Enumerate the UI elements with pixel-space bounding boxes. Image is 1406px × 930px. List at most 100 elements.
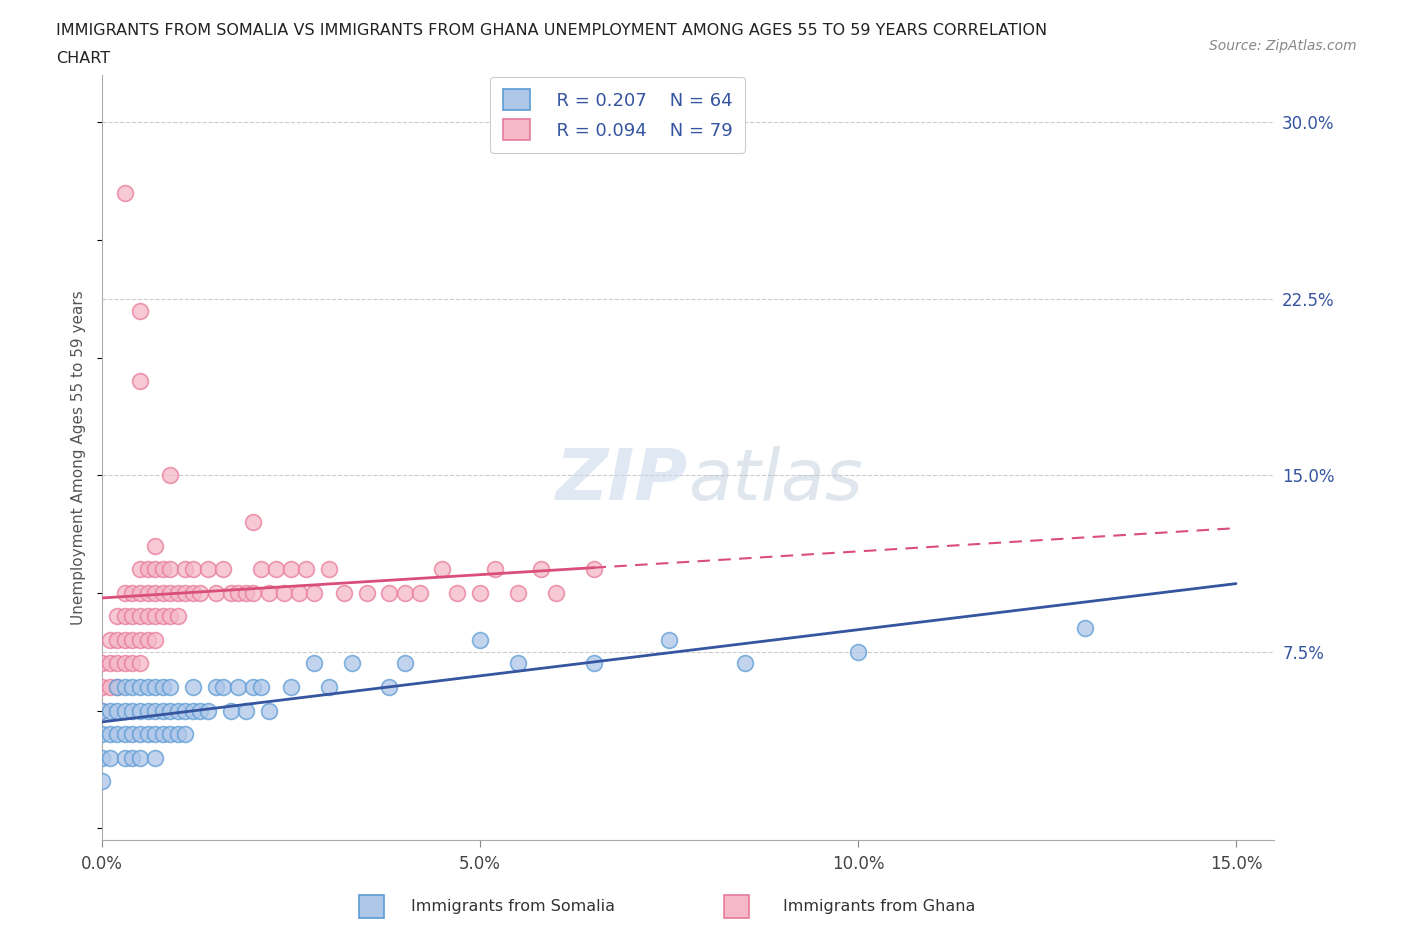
Point bbox=[159, 562, 181, 577]
Point bbox=[264, 562, 287, 577]
Point bbox=[181, 680, 204, 695]
Point bbox=[432, 562, 454, 577]
Point bbox=[378, 680, 401, 695]
Point bbox=[143, 562, 166, 577]
Point bbox=[114, 751, 136, 765]
Point bbox=[105, 609, 128, 624]
Point bbox=[114, 726, 136, 741]
Point bbox=[136, 703, 159, 718]
Point bbox=[98, 751, 121, 765]
Point bbox=[295, 562, 318, 577]
Point bbox=[105, 632, 128, 647]
Point bbox=[91, 703, 114, 718]
Point bbox=[530, 562, 553, 577]
Point bbox=[129, 303, 152, 318]
Point bbox=[204, 680, 226, 695]
Point bbox=[166, 703, 188, 718]
Point bbox=[250, 680, 273, 695]
Point bbox=[129, 680, 152, 695]
Point bbox=[143, 703, 166, 718]
Point bbox=[136, 562, 159, 577]
Point bbox=[143, 726, 166, 741]
Point bbox=[136, 586, 159, 601]
Point bbox=[152, 680, 174, 695]
Point bbox=[98, 680, 121, 695]
Point bbox=[121, 656, 143, 671]
Point bbox=[121, 680, 143, 695]
Point bbox=[658, 632, 681, 647]
Point bbox=[152, 726, 174, 741]
Point bbox=[212, 562, 235, 577]
Point bbox=[174, 703, 197, 718]
Point bbox=[197, 703, 219, 718]
Point bbox=[181, 562, 204, 577]
Point bbox=[136, 726, 159, 741]
Point bbox=[242, 515, 264, 530]
Point bbox=[129, 609, 152, 624]
Y-axis label: Unemployment Among Ages 55 to 59 years: Unemployment Among Ages 55 to 59 years bbox=[72, 290, 86, 625]
Point bbox=[226, 680, 249, 695]
Point bbox=[129, 656, 152, 671]
Point bbox=[114, 586, 136, 601]
Point bbox=[846, 644, 869, 659]
Point bbox=[506, 586, 529, 601]
Point bbox=[159, 703, 181, 718]
Point bbox=[159, 468, 181, 483]
Point bbox=[394, 586, 416, 601]
Point bbox=[91, 726, 114, 741]
Text: IMMIGRANTS FROM SOMALIA VS IMMIGRANTS FROM GHANA UNEMPLOYMENT AMONG AGES 55 TO 5: IMMIGRANTS FROM SOMALIA VS IMMIGRANTS FR… bbox=[56, 23, 1047, 38]
Point bbox=[484, 562, 506, 577]
Point bbox=[280, 562, 302, 577]
Point bbox=[129, 586, 152, 601]
Text: Immigrants from Somalia: Immigrants from Somalia bbox=[411, 899, 616, 914]
Point bbox=[226, 586, 249, 601]
Point bbox=[121, 609, 143, 624]
Point bbox=[378, 586, 401, 601]
Point bbox=[121, 586, 143, 601]
Point bbox=[114, 703, 136, 718]
Point bbox=[152, 562, 174, 577]
Point bbox=[273, 586, 295, 601]
Point bbox=[734, 656, 756, 671]
Text: CHART: CHART bbox=[56, 51, 110, 66]
Point bbox=[318, 680, 340, 695]
Point bbox=[219, 703, 242, 718]
Legend:   R = 0.207    N = 64,   R = 0.094    N = 79: R = 0.207 N = 64, R = 0.094 N = 79 bbox=[491, 77, 745, 153]
Point bbox=[190, 586, 212, 601]
Point bbox=[129, 632, 152, 647]
Point bbox=[468, 632, 491, 647]
Point bbox=[98, 703, 121, 718]
Text: Immigrants from Ghana: Immigrants from Ghana bbox=[783, 899, 974, 914]
Point bbox=[143, 609, 166, 624]
Point bbox=[105, 656, 128, 671]
Point bbox=[159, 609, 181, 624]
Point bbox=[98, 656, 121, 671]
Point bbox=[143, 632, 166, 647]
Point bbox=[287, 586, 309, 601]
Point bbox=[91, 656, 114, 671]
Point bbox=[121, 726, 143, 741]
Point bbox=[582, 656, 605, 671]
Point bbox=[105, 726, 128, 741]
Point bbox=[235, 586, 257, 601]
Point bbox=[302, 586, 325, 601]
Point bbox=[356, 586, 378, 601]
Point bbox=[280, 680, 302, 695]
Point bbox=[91, 703, 114, 718]
Point bbox=[136, 680, 159, 695]
Point bbox=[129, 703, 152, 718]
Point bbox=[121, 703, 143, 718]
Point bbox=[129, 374, 152, 389]
Point bbox=[91, 680, 114, 695]
Point bbox=[114, 656, 136, 671]
Point bbox=[318, 562, 340, 577]
Text: ZIP: ZIP bbox=[555, 446, 688, 515]
Point bbox=[105, 680, 128, 695]
Point bbox=[506, 656, 529, 671]
Point bbox=[174, 726, 197, 741]
Point bbox=[143, 680, 166, 695]
Point bbox=[105, 680, 128, 695]
Point bbox=[174, 562, 197, 577]
Point bbox=[242, 586, 264, 601]
Point bbox=[143, 586, 166, 601]
